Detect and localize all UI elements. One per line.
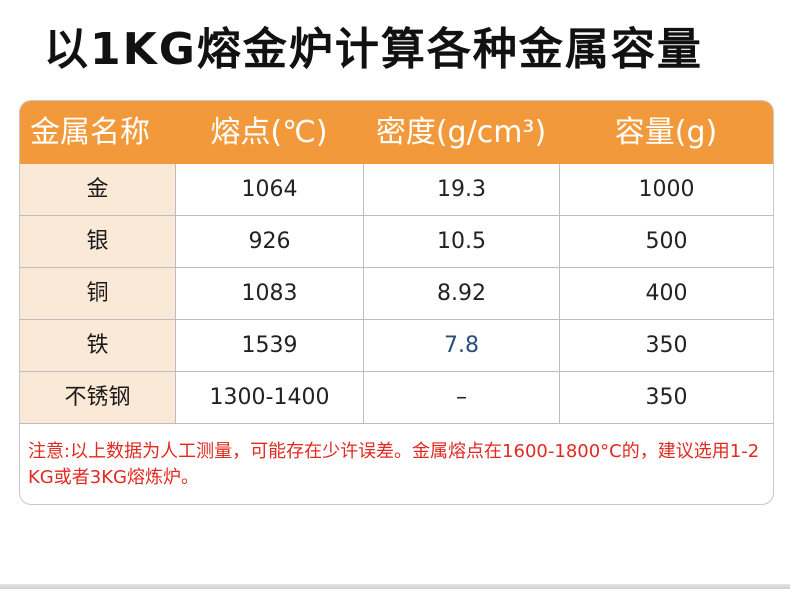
capacity-cell: 1000 xyxy=(559,164,773,215)
density-cell: 8.92 xyxy=(363,268,559,319)
table-row: 金 1064 19.3 1000 xyxy=(20,164,773,216)
header-density: 密度(g/cm³) xyxy=(375,115,547,150)
capacity-cell: 350 xyxy=(559,372,773,423)
table-row: 铁 1539 7.8 350 xyxy=(20,320,773,372)
table-header: 金属名称 熔点(℃) 密度(g/cm³) 容量(g) xyxy=(20,101,773,164)
header-capacity: 容量(g) xyxy=(614,115,718,150)
table-row: 银 926 10.5 500 xyxy=(20,216,773,268)
density-cell: – xyxy=(363,372,559,423)
density-cell: 7.8 xyxy=(363,320,559,371)
table-row: 不锈钢 1300-1400 – 350 xyxy=(20,372,773,424)
capacity-cell: 500 xyxy=(559,216,773,267)
metal-capacity-table: 金属名称 熔点(℃) 密度(g/cm³) 容量(g) 金 1064 19.3 1… xyxy=(19,100,774,505)
header-metal-name: 金属名称 xyxy=(30,115,150,150)
page-title: 以1KG熔金炉计算各种金属容量 xyxy=(44,24,703,75)
melting-point-cell: 1300-1400 xyxy=(175,372,363,423)
melting-point-cell: 926 xyxy=(175,216,363,267)
metal-name-cell: 铁 xyxy=(20,320,175,371)
bottom-divider xyxy=(0,584,790,589)
capacity-cell: 350 xyxy=(559,320,773,371)
disclaimer-note: 注意:以上数据为人工测量，可能存在少许误差。金属熔点在1600-1800°C的，… xyxy=(28,441,760,488)
capacity-cell: 400 xyxy=(559,268,773,319)
metal-name-cell: 银 xyxy=(20,216,175,267)
metal-name-cell: 不锈钢 xyxy=(20,372,175,423)
melting-point-cell: 1539 xyxy=(175,320,363,371)
density-cell: 10.5 xyxy=(363,216,559,267)
melting-point-cell: 1064 xyxy=(175,164,363,215)
melting-point-cell: 1083 xyxy=(175,268,363,319)
density-cell: 19.3 xyxy=(363,164,559,215)
header-melting-point: 熔点(℃) xyxy=(210,115,328,150)
metal-name-cell: 铜 xyxy=(20,268,175,319)
metal-name-cell: 金 xyxy=(20,164,175,215)
table-row: 铜 1083 8.92 400 xyxy=(20,268,773,320)
table-body: 金 1064 19.3 1000 银 926 10.5 500 铜 1083 8… xyxy=(20,164,773,424)
